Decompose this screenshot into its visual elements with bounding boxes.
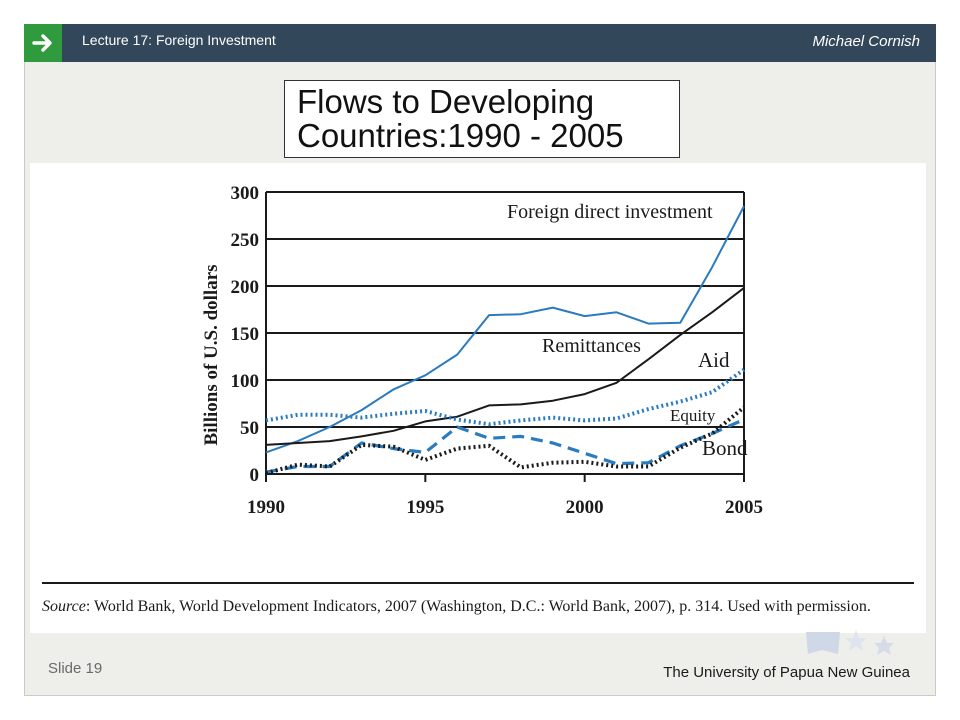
source-text: : World Bank, World Development Indicato… <box>86 598 871 615</box>
header-bar <box>24 24 936 62</box>
line-chart: 0 50 100 150 200 250 300 1990 1995 2000 2005 Forei… <box>42 183 914 615</box>
slide-title: Flows to Developing Countries:1990 - 200… <box>284 80 680 158</box>
series-label-remittances: Remittances <box>542 335 641 357</box>
source-note: Source: World Bank, World Development In… <box>42 598 871 615</box>
lecture-title: Lecture 17: Foreign Investment <box>82 32 276 48</box>
series-label-equity: Equity <box>670 406 716 425</box>
author-name: Michael Cornish <box>812 33 920 50</box>
decorative-stars <box>800 628 900 665</box>
university-name: The University of Papua New Guinea <box>663 664 910 681</box>
x-tick-label: 1990 <box>247 497 285 518</box>
series-line-foreign-direct-investment <box>265 205 745 454</box>
x-tick-label: 1995 <box>406 497 444 518</box>
chart-ticks: 0 50 100 150 200 250 300 1990 1995 2000 2005 <box>231 183 764 518</box>
y-tick-label: 100 <box>231 371 260 392</box>
series-label-bond: Bond <box>702 436 748 460</box>
y-axis-label: Billions of U.S. dollars <box>201 264 222 445</box>
slide-title-line-1: Flows to Developing <box>297 83 595 120</box>
chart-series <box>265 205 746 476</box>
y-tick-label: 200 <box>231 277 260 298</box>
slide-number: Slide 19 <box>48 660 103 677</box>
chart-grid <box>265 191 745 480</box>
x-tick-label: 2000 <box>566 497 604 518</box>
series-label-aid: Aid <box>698 348 730 372</box>
series-line-remittances <box>265 287 745 446</box>
y-tick-label: 150 <box>231 324 260 345</box>
series-label-foreign-direct-investment: Foreign direct investment <box>507 201 713 223</box>
chart-panel: 0 50 100 150 200 250 300 1990 1995 2000 2005 Forei… <box>30 163 926 633</box>
series-line-equity <box>265 418 745 474</box>
y-tick-label: 250 <box>231 230 260 251</box>
y-tick-label: 300 <box>231 183 260 204</box>
series-line-bond <box>265 405 746 476</box>
next-slide-button[interactable] <box>24 24 62 62</box>
y-tick-label: 0 <box>250 465 260 486</box>
arrow-right-icon <box>32 34 52 52</box>
star-icon <box>806 630 894 655</box>
chart-series-labels: Foreign direct investment Remittances Aid E… <box>507 201 748 460</box>
x-tick-label: 2005 <box>725 497 763 518</box>
slide-title-line-2: Countries:1990 - 2005 <box>297 117 624 154</box>
source-prefix: Source <box>42 598 86 615</box>
series-line-aid <box>265 368 746 427</box>
y-tick-label: 50 <box>240 418 259 439</box>
